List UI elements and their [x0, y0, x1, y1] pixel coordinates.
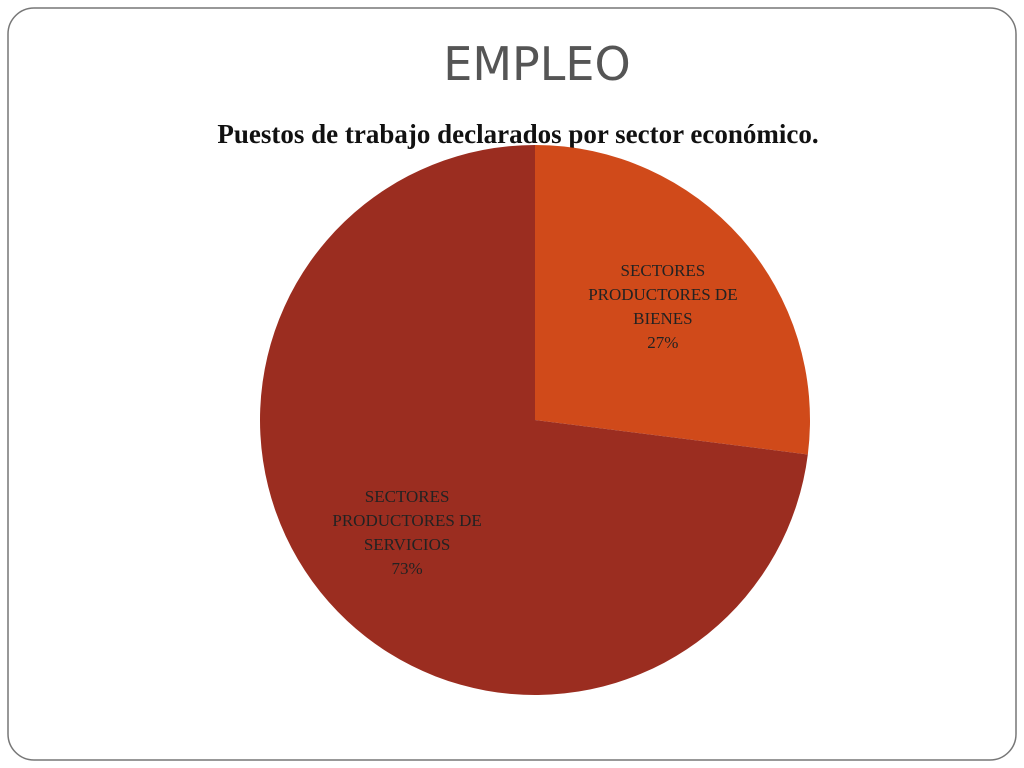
pie	[260, 145, 810, 695]
pie-slice	[260, 145, 808, 695]
slice-label: SECTORES PRODUCTORES DE BIENES 27%	[568, 259, 758, 355]
slice-category: SECTORES PRODUCTORES DE SERVICIOS	[332, 486, 482, 554]
pie-slice	[535, 145, 810, 455]
chart-title: Puestos de trabajo declarados por sector…	[217, 119, 818, 149]
slice-value: 27%	[647, 333, 679, 353]
slice-label: SECTORES PRODUCTORES DE SERVICIOS 73%	[312, 485, 502, 581]
slide-title: EMPLEO	[443, 37, 630, 91]
slice-category: SECTORES PRODUCTORES DE BIENES	[588, 261, 738, 329]
slice-value: 73%	[391, 558, 423, 578]
